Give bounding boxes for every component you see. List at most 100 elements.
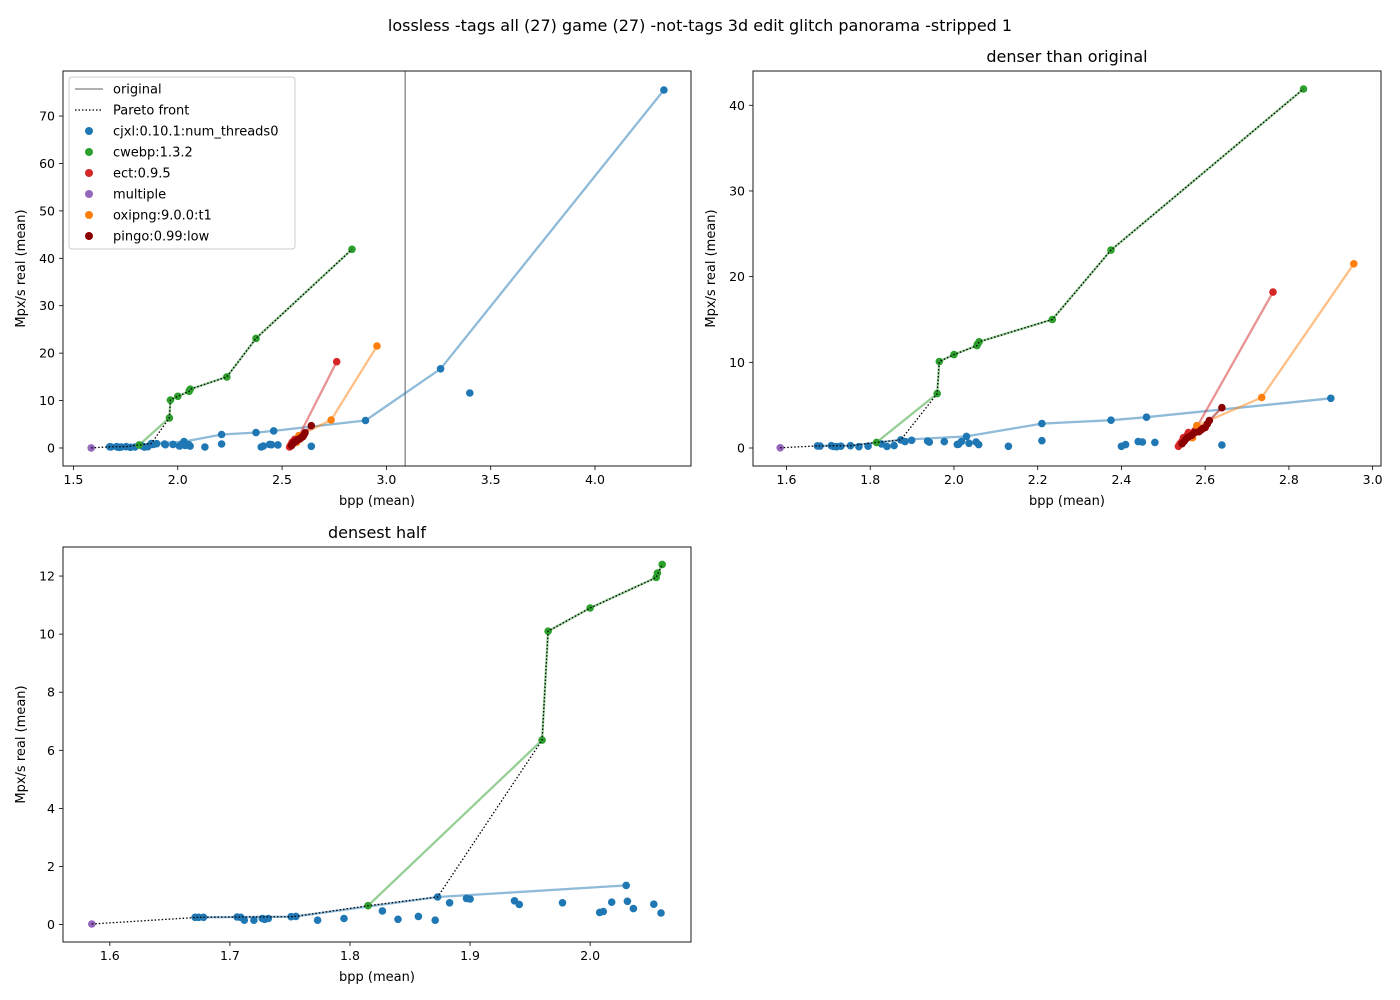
panel-0: 1.5 2.0 2.5 3.0 3.5 4.0 0 10 20 30 40 50 60 70 bpp (me… xyxy=(14,70,692,509)
legend-marker xyxy=(85,190,93,198)
data-point xyxy=(1327,394,1335,403)
pareto-front-line xyxy=(91,564,663,925)
plot-area xyxy=(88,560,666,928)
y-tick-label: 30 xyxy=(39,298,55,313)
data-point xyxy=(252,334,260,343)
legend-box xyxy=(68,76,296,250)
data-point xyxy=(378,907,387,915)
data-point xyxy=(883,442,891,451)
data-point xyxy=(1142,413,1151,422)
data-point xyxy=(267,440,276,449)
data-point xyxy=(975,338,983,346)
data-point xyxy=(623,897,632,906)
data-point xyxy=(373,342,381,350)
data-point xyxy=(301,429,309,437)
data-point xyxy=(1107,416,1115,425)
axes-frame xyxy=(62,70,692,467)
data-point xyxy=(269,427,278,435)
x-tick-label: 2.4 xyxy=(1111,472,1131,487)
data-point xyxy=(925,438,934,446)
x-tick-label: 2.6 xyxy=(1195,472,1215,487)
x-tick-label: 1.6 xyxy=(777,472,797,487)
data-point xyxy=(307,442,316,451)
y-tick-label: 6 xyxy=(47,743,55,758)
data-point xyxy=(87,444,95,452)
y-tick-label: 10 xyxy=(729,355,745,370)
legend-label: ect:0.9.5 xyxy=(113,167,171,182)
data-point xyxy=(217,440,226,448)
legend: original Pareto front cjxl:0.10.1:num_thre… xyxy=(68,76,296,250)
y-tick-label: 40 xyxy=(729,98,745,113)
data-point xyxy=(161,440,170,449)
x-tick-label: 1.8 xyxy=(340,948,360,963)
data-point xyxy=(332,357,341,366)
data-point xyxy=(186,442,194,450)
panel-title: denser than original xyxy=(986,47,1147,66)
x-tick-label: 1.9 xyxy=(460,948,480,963)
data-point xyxy=(394,915,402,924)
y-tick-label: 30 xyxy=(729,183,745,198)
data-point xyxy=(264,914,273,923)
plot-area xyxy=(87,71,668,466)
legend-label: pingo:0.99:low xyxy=(113,230,210,245)
y-tick-label: 0 xyxy=(47,440,55,455)
x-tick-label: 1.5 xyxy=(63,472,83,487)
data-point xyxy=(107,443,115,451)
data-point xyxy=(274,441,282,449)
y-tick-label: 20 xyxy=(39,346,55,361)
data-point xyxy=(1269,288,1277,296)
data-point xyxy=(607,898,616,906)
data-point xyxy=(657,909,665,917)
x-tick-label: 2.8 xyxy=(1279,472,1299,487)
axes-frame xyxy=(62,546,692,943)
x-tick-label: 3.0 xyxy=(1363,472,1383,487)
legend-marker xyxy=(85,127,93,135)
x-tick-label: 2.2 xyxy=(1028,472,1048,487)
y-tick-label: 70 xyxy=(39,109,55,124)
data-point xyxy=(650,900,658,908)
data-point xyxy=(586,604,594,612)
y-tick-label: 0 xyxy=(47,917,55,932)
y-tick-label: 40 xyxy=(39,251,55,266)
data-point xyxy=(935,357,944,366)
y-tick-label: 2 xyxy=(47,859,55,874)
x-tick-label: 2.0 xyxy=(944,472,964,487)
data-point xyxy=(259,442,268,450)
y-tick-label: 8 xyxy=(47,685,55,700)
data-point xyxy=(307,421,316,430)
x-tick-label: 4.0 xyxy=(585,472,605,487)
x-axis-label: bpp (mean) xyxy=(339,970,415,985)
data-point xyxy=(907,436,916,445)
data-point xyxy=(622,881,630,890)
data-point xyxy=(653,569,662,577)
data-point xyxy=(431,916,440,924)
data-point xyxy=(962,432,971,441)
data-point xyxy=(414,912,423,921)
x-tick-label: 1.8 xyxy=(860,472,880,487)
data-point xyxy=(940,437,949,446)
data-point xyxy=(436,365,445,373)
data-point xyxy=(217,430,226,439)
data-point xyxy=(1205,416,1214,425)
data-point xyxy=(965,439,973,448)
legend-label: original xyxy=(113,83,162,98)
data-point xyxy=(313,916,322,924)
y-tick-label: 60 xyxy=(39,156,55,171)
legend-label: oxipng:9.0.0:t1 xyxy=(113,209,212,224)
x-tick-label: 1.7 xyxy=(220,948,240,963)
data-point xyxy=(1138,438,1147,446)
data-point xyxy=(515,900,524,909)
x-axis-label: bpp (mean) xyxy=(1029,494,1105,509)
data-point xyxy=(1004,442,1013,451)
legend-label: cjxl:0.10.1:num_threads0 xyxy=(113,125,278,140)
plot-area xyxy=(776,85,1358,452)
data-point xyxy=(558,899,567,907)
legend-marker xyxy=(85,148,93,156)
data-point xyxy=(901,437,909,446)
figure-title: lossless -tags all (27) game (27) -not-t… xyxy=(387,16,1013,35)
data-point xyxy=(864,442,872,451)
data-point xyxy=(1151,438,1159,447)
data-point xyxy=(340,914,348,923)
